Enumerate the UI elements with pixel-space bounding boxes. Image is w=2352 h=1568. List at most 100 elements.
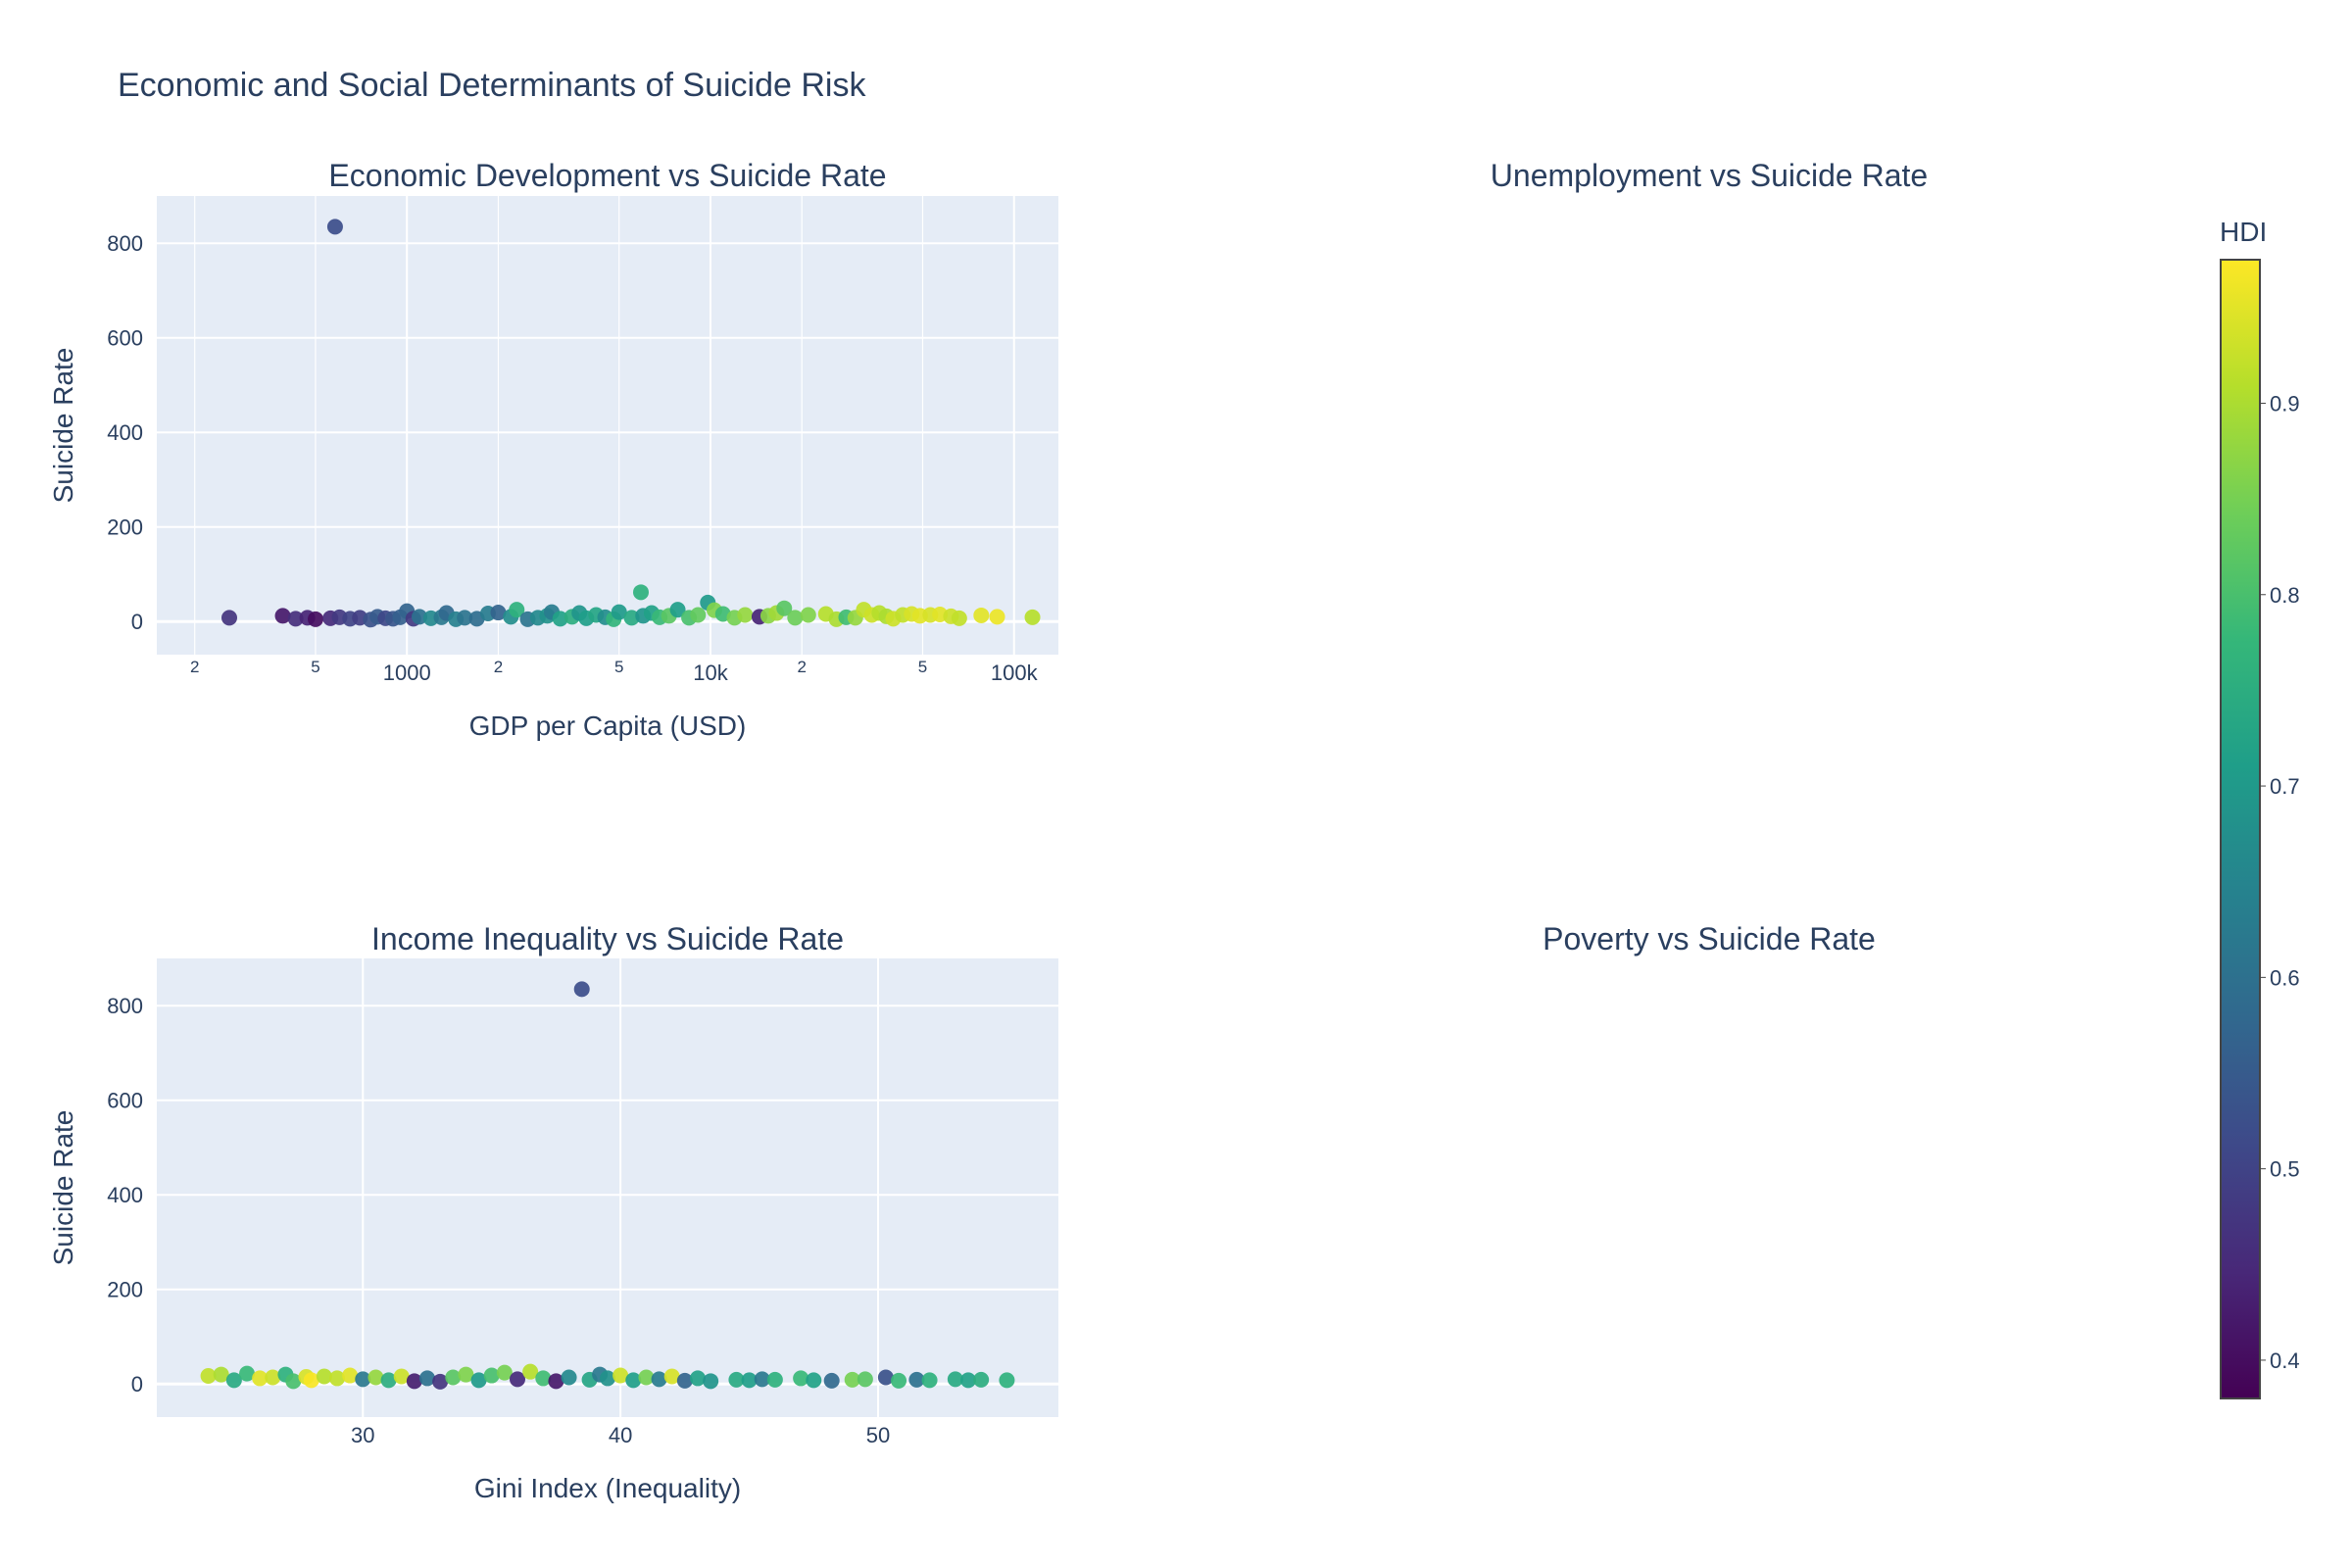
gini-x-tick-label: 30 [351,1423,374,1447]
gini-y-axis-label: Suicide Rate [48,1110,78,1266]
gini-data-point [793,1370,809,1387]
gini-data-point [728,1371,745,1388]
gini-data-point [200,1368,217,1385]
gini-data-point [432,1373,449,1390]
gdp-y-tick-label: 400 [107,420,143,445]
gini-x-axis-label: Gini Index (Inequality) [474,1473,741,1503]
figure-title: Economic and Social Determinants of Suic… [118,67,866,104]
gini-scatter-panel: 0 200 400 600 800 30 40 50 Gini Index (Inequali… [48,958,1058,1503]
gini-data-point [561,1369,577,1386]
gini-data-point [355,1371,371,1388]
gini-data-point [806,1372,822,1389]
gdp-data-point [457,610,473,626]
gini-y-tick-label: 800 [107,994,143,1018]
gdp-x-minor-tick-label: 2 [494,658,503,676]
gini-points [200,981,1015,1390]
gdp-scatter-panel: 0 200 400 600 800 2 5 2 5 2 5 1000 10k 100k GDP per C… [48,196,1058,741]
gdp-data-point [611,604,627,620]
gdp-x-minor-tick-label: 2 [797,658,806,676]
gdp-data-point [287,611,304,627]
gini-data-point [625,1372,642,1389]
gini-data-point [573,981,590,998]
gini-data-point [651,1371,667,1388]
subplot-title-gini: Income Inequality vs Suicide Rate [371,921,844,956]
gdp-data-point [1024,609,1041,625]
gini-data-point [548,1373,564,1390]
gini-data-point [754,1371,770,1388]
gini-plot-background [157,958,1058,1417]
gini-data-point [419,1370,435,1387]
gini-data-point [252,1370,269,1387]
gini-data-point [600,1370,615,1387]
gini-data-point [999,1372,1015,1389]
gini-data-point [973,1371,990,1388]
gini-data-point [265,1369,281,1386]
subplot-title-poverty: Poverty vs Suicide Rate [1543,921,1876,956]
gdp-y-tick-label: 600 [107,326,143,351]
hdi-colorbar: HDI 0.4 0.5 0.6 0.7 0.8 0.9 [2220,217,2300,1399]
gini-data-point [535,1370,552,1387]
colorbar-tick-label: 0.9 [2270,391,2300,416]
gdp-data-point [220,610,237,626]
gdp-x-minor-tick-label: 5 [311,658,319,676]
gini-y-tick-label: 600 [107,1089,143,1113]
gdp-data-point [412,609,428,625]
gini-data-point [285,1373,302,1390]
gini-data-point [947,1371,963,1388]
gini-data-point [483,1367,500,1384]
gdp-data-point [326,219,343,235]
gini-data-point [891,1372,907,1389]
gini-ticks: 0 200 400 600 800 30 40 50 [107,994,890,1447]
gini-y-tick-label: 200 [107,1278,143,1302]
gini-data-point [393,1368,410,1385]
gdp-data-point [989,609,1005,625]
gdp-data-point [669,602,686,618]
gini-data-point [329,1370,345,1387]
gini-data-point [703,1373,719,1390]
gini-data-point [470,1372,487,1389]
gini-data-point [225,1372,242,1389]
gini-data-point [316,1368,332,1385]
gdp-data-point [737,607,754,623]
gini-y-tick-label: 400 [107,1183,143,1207]
gdp-x-tick-label: 100k [991,661,1039,685]
gdp-data-point [490,605,507,621]
gdp-y-tick-label: 800 [107,231,143,256]
gini-data-point [342,1367,359,1384]
gdp-x-tick-label: 1000 [383,661,431,685]
gini-data-point [690,1370,706,1387]
gdp-x-minor-tick-label: 2 [190,658,199,676]
subplot-title-unemployment: Unemployment vs Suicide Rate [1491,158,1928,193]
gini-data-point [458,1366,474,1383]
gdp-y-tick-label: 0 [131,610,143,634]
colorbar-tick-label: 0.5 [2270,1157,2300,1182]
gini-data-point [638,1369,655,1386]
gini-data-point [741,1372,758,1389]
gini-x-tick-label: 50 [866,1423,890,1447]
colorbar-tick-label: 0.4 [2270,1348,2300,1373]
colorbar-tick-label: 0.6 [2270,965,2300,990]
gdp-points [220,219,1041,628]
gdp-data-point [307,611,323,627]
gini-data-point [213,1366,229,1383]
colorbar-gradient [2220,259,2261,1399]
gdp-y-axis-label: Suicide Rate [48,348,78,504]
gdp-data-point [552,611,568,627]
gini-data-point [823,1372,840,1389]
gini-y-tick-label: 0 [131,1372,143,1396]
gdp-data-point [632,584,649,601]
gdp-x-tick-label: 10k [693,661,728,685]
gini-data-point [908,1371,925,1388]
colorbar-title: HDI [2220,217,2267,247]
gdp-data-point [509,602,525,618]
gini-data-point [857,1371,873,1388]
gini-data-point [676,1372,693,1389]
gdp-x-minor-tick-label: 5 [614,658,623,676]
colorbar-tick-label: 0.7 [2270,774,2300,799]
colorbar-tick-label: 0.8 [2270,583,2300,608]
gini-data-point [766,1371,783,1388]
gdp-data-point [800,607,816,623]
gdp-grid [157,196,1058,655]
gini-data-point [877,1369,894,1386]
